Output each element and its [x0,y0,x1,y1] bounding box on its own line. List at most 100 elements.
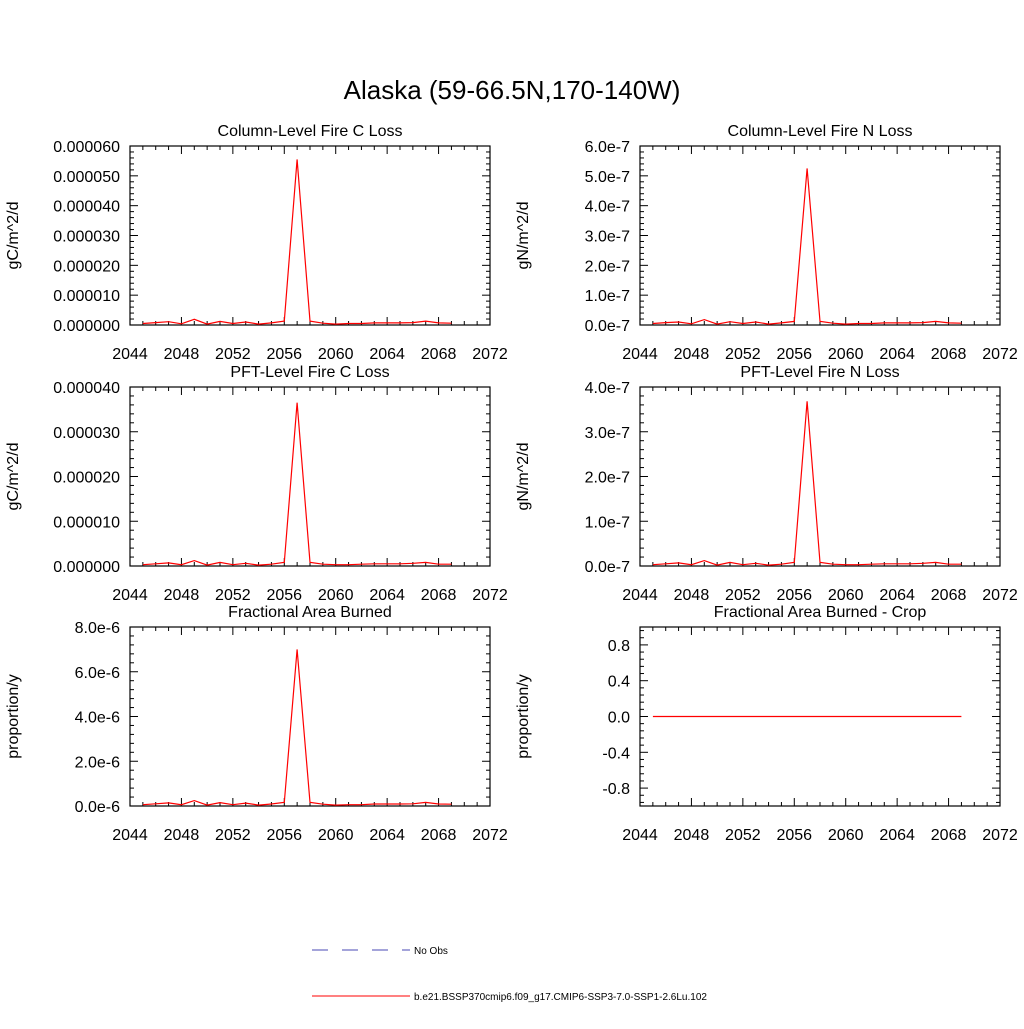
y-axis-label: proportion/y [5,674,22,759]
plot-frame [129,145,491,326]
series-line [142,402,452,566]
x-tick-label: 2068 [931,346,967,363]
x-tick-label: 2044 [622,587,658,604]
x-tick-label: 2072 [472,827,508,844]
panel-2: Column-Level Fire N Loss gN/m^2/d 2044 2048… [515,123,1018,363]
x-tick-label: 2048 [164,587,200,604]
panel-title: Fractional Area Burned [228,604,392,621]
y-tick-label: 0.4 [608,674,630,691]
y-tick-label: 0.0e-6 [75,799,120,816]
y-tick-label: 1.0e-7 [585,288,630,305]
panel-title: Fractional Area Burned - Crop [714,604,927,621]
main-title: Alaska (59-66.5N,170-140W) [344,75,681,105]
y-tick-label: 3.0e-7 [585,229,630,246]
plot-frame [129,386,491,567]
y-tick-label: 2.0e-7 [585,470,630,487]
x-tick-label: 2068 [931,827,967,844]
x-tick-label: 2068 [931,587,967,604]
y-tick-label: 0.000060 [53,139,120,156]
y-tick-label: 0.000040 [53,199,120,216]
y-axis-label: gN/m^2/d [515,202,532,270]
y-axis-label: proportion/y [515,674,532,759]
x-tick-label: 2056 [776,587,812,604]
x-tick-label: 2068 [421,346,457,363]
x-tick-label: 2060 [828,346,864,363]
x-tick-label: 2056 [776,827,812,844]
x-tick-label: 2056 [266,827,302,844]
y-tick-label: 4.0e-7 [585,380,630,397]
panel-title: Column-Level Fire C Loss [218,123,403,140]
x-tick-label: 2068 [421,827,457,844]
series-line [652,168,962,325]
y-tick-label: 4.0e-7 [585,199,630,216]
x-tick-label: 2064 [369,587,405,604]
x-tick-label: 2060 [318,346,354,363]
x-tick-label: 2060 [828,827,864,844]
x-tick-label: 2064 [369,827,405,844]
legend: No Obs b.e21.BSSP370cmip6.f09_g17.CMIP6-… [312,946,707,1003]
panel-1: Column-Level Fire C Loss gC/m^2/d 2044 2048… [5,123,508,363]
y-tick-label: 1.0e-7 [585,514,630,531]
x-tick-label: 2048 [674,827,710,844]
x-tick-label: 2060 [828,587,864,604]
x-tick-label: 2072 [982,827,1018,844]
x-tick-label: 2064 [879,587,915,604]
x-tick-label: 2048 [674,587,710,604]
legend-obs-label: No Obs [414,946,448,957]
x-tick-label: 2052 [215,346,251,363]
x-tick-label: 2052 [725,827,761,844]
x-tick-label: 2064 [369,346,405,363]
x-tick-label: 2052 [725,587,761,604]
x-tick-label: 2056 [776,346,812,363]
series-line [652,401,962,566]
y-tick-label: 0.000040 [53,380,120,397]
panel-3: PFT-Level Fire C Loss gC/m^2/d 2044 2048 205… [5,364,508,604]
y-axis-label: gN/m^2/d [515,443,532,511]
y-tick-label: 2.0e-6 [75,754,120,771]
panel-6: Fractional Area Burned - Crop proportion/… [515,604,1018,844]
x-tick-label: 2048 [164,827,200,844]
y-tick-label: 5.0e-7 [585,169,630,186]
y-tick-label: 0.0e-7 [585,559,630,576]
x-tick-label: 2044 [112,827,148,844]
y-tick-label: 0.000030 [53,425,120,442]
y-tick-label: 0.0e-7 [585,318,630,335]
y-tick-label: 0.000050 [53,169,120,186]
x-tick-label: 2056 [266,587,302,604]
y-tick-label: 0.000030 [53,229,120,246]
y-tick-label: 0.0 [608,710,630,727]
x-tick-label: 2072 [472,346,508,363]
x-tick-label: 2052 [215,827,251,844]
series-line [142,159,452,325]
x-tick-label: 2072 [982,346,1018,363]
panel-title: PFT-Level Fire C Loss [230,364,389,381]
y-tick-label: 0.8 [608,638,630,655]
x-tick-label: 2044 [112,587,148,604]
x-tick-label: 2072 [982,587,1018,604]
y-tick-label: 3.0e-7 [585,425,630,442]
panel-title: PFT-Level Fire N Loss [740,364,899,381]
y-tick-label: -0.8 [602,781,630,798]
x-tick-label: 2044 [622,346,658,363]
x-tick-label: 2048 [674,346,710,363]
y-axis-label: gC/m^2/d [5,202,22,270]
x-tick-label: 2056 [266,346,302,363]
x-tick-label: 2060 [318,587,354,604]
plot-frame [639,145,1001,326]
x-tick-label: 2068 [421,587,457,604]
y-tick-label: 6.0e-7 [585,139,630,156]
y-tick-label: 2.0e-7 [585,258,630,275]
x-tick-label: 2072 [472,587,508,604]
panel-5: Fractional Area Burned proportion/y 2044 20… [5,604,508,844]
plot-frame [639,386,1001,567]
legend-model-label: b.e21.BSSP370cmip6.f09_g17.CMIP6-SSP3-7.… [414,992,707,1003]
panel-4: PFT-Level Fire N Loss gN/m^2/d 2044 2048 205… [515,364,1018,604]
y-tick-label: 0.000010 [53,514,120,531]
y-tick-label: 6.0e-6 [75,665,120,682]
panels: Column-Level Fire C Loss gC/m^2/d 2044 2048… [5,123,1018,844]
y-tick-label: 0.000020 [53,258,120,275]
x-tick-label: 2052 [215,587,251,604]
x-tick-label: 2052 [725,346,761,363]
